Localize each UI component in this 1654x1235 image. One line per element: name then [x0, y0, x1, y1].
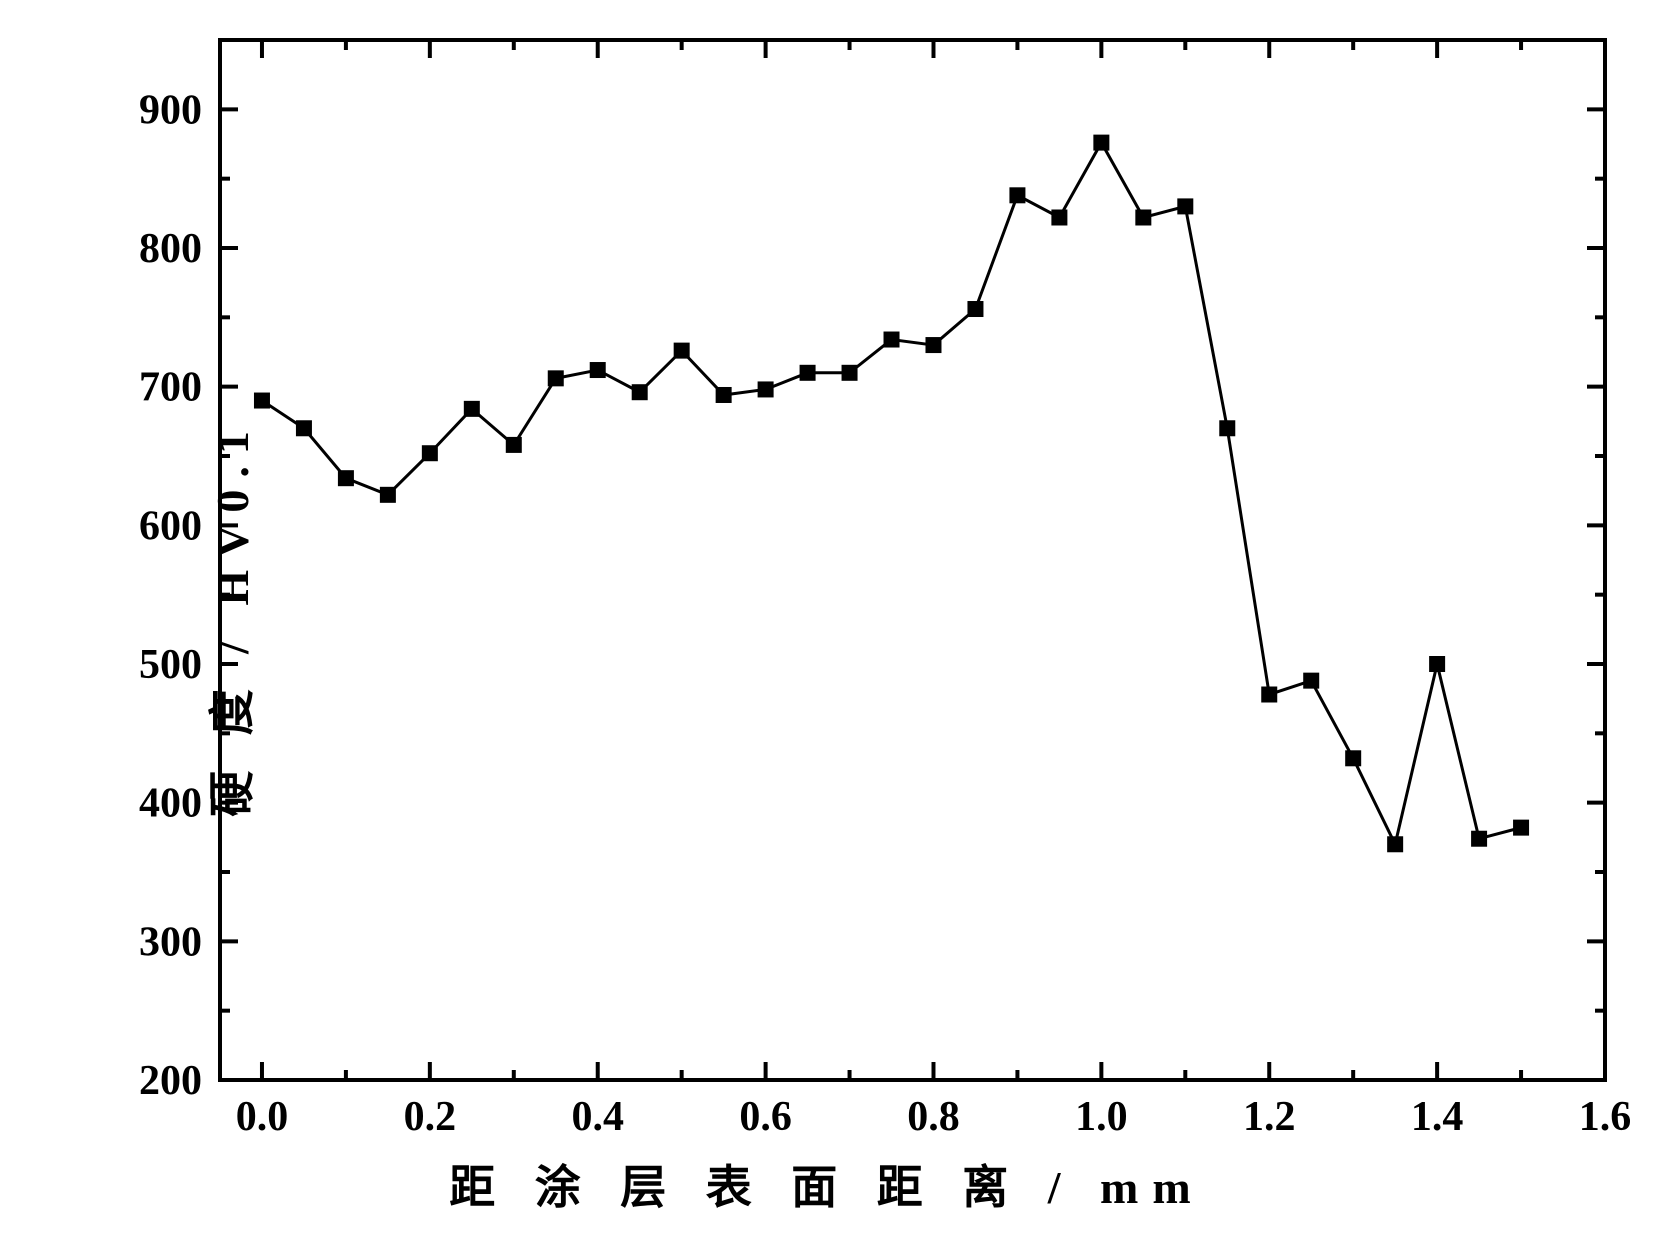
data-marker	[967, 301, 983, 317]
data-marker	[674, 343, 690, 359]
data-marker	[1303, 673, 1319, 689]
data-marker	[1177, 198, 1193, 214]
y-tick-label: 500	[139, 642, 202, 688]
data-marker	[380, 487, 396, 503]
data-marker	[464, 401, 480, 417]
y-axis-label: 硬 度 / HV0.1	[196, 419, 262, 817]
data-marker	[800, 365, 816, 381]
x-tick-label: 1.4	[1411, 1094, 1464, 1140]
data-marker	[506, 437, 522, 453]
x-tick-label: 0.0	[236, 1094, 289, 1140]
data-marker	[296, 420, 312, 436]
data-marker	[1429, 656, 1445, 672]
x-tick-label: 1.6	[1579, 1094, 1632, 1140]
data-marker	[1051, 209, 1067, 225]
y-tick-label: 300	[139, 919, 202, 965]
data-marker	[548, 370, 564, 386]
y-tick-label: 900	[139, 87, 202, 133]
y-tick-label: 600	[139, 503, 202, 549]
data-marker	[422, 445, 438, 461]
y-tick-label: 200	[139, 1058, 202, 1104]
data-marker	[716, 387, 732, 403]
data-marker	[590, 362, 606, 378]
data-marker	[758, 381, 774, 397]
data-marker	[1345, 750, 1361, 766]
data-marker	[1219, 420, 1235, 436]
data-marker	[1387, 836, 1403, 852]
data-marker	[1261, 687, 1277, 703]
x-tick-label: 0.8	[907, 1094, 960, 1140]
hardness-profile-chart: 0.0 0.2 0.4 0.6 0.8 1.0 1.2 1.4 1.6 200 300 400 500 6…	[0, 0, 1654, 1235]
x-tick-label: 0.2	[404, 1094, 457, 1140]
data-marker	[254, 393, 270, 409]
data-marker	[1009, 187, 1025, 203]
y-tick-label: 700	[139, 365, 202, 411]
data-marker	[1135, 209, 1151, 225]
x-tick-label: 0.6	[739, 1094, 792, 1140]
x-axis-label: 距 涂 层 表 面 距 离 / mm	[0, 1151, 1654, 1217]
y-tick-label: 400	[139, 781, 202, 827]
y-tick-label: 800	[139, 226, 202, 272]
data-marker	[1513, 820, 1529, 836]
data-marker	[1093, 135, 1109, 151]
x-tick-label: 1.2	[1243, 1094, 1296, 1140]
data-marker	[925, 337, 941, 353]
data-marker	[632, 384, 648, 400]
data-marker	[842, 365, 858, 381]
data-marker	[1471, 831, 1487, 847]
data-marker	[884, 332, 900, 348]
x-tick-label: 1.0	[1075, 1094, 1128, 1140]
data-marker	[338, 470, 354, 486]
x-tick-label: 0.4	[571, 1094, 624, 1140]
